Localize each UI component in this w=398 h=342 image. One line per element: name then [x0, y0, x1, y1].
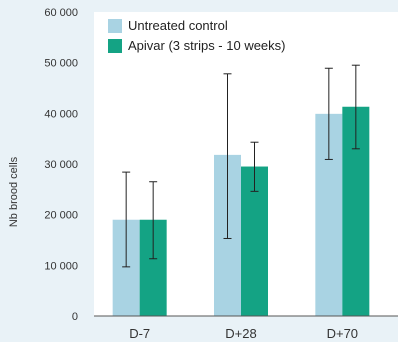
x-tick-label: D-7	[129, 326, 150, 341]
legend-swatch	[108, 19, 122, 33]
legend-label: Untreated control	[128, 18, 228, 33]
y-axis-ticks: 0 10 000 20 000 30 000 40 000 50 000 60 000	[44, 7, 78, 323]
x-axis-ticks: D-7 D+28 D+70	[129, 326, 358, 341]
legend-label: Apivar (3 strips - 10 weeks)	[128, 38, 286, 53]
y-tick-label: 30 000	[44, 159, 78, 171]
legend: Untreated control Apivar (3 strips - 10 w…	[108, 18, 286, 53]
y-tick-label: 0	[72, 311, 78, 323]
x-tick-label: D+70	[327, 326, 358, 341]
y-tick-label: 50 000	[44, 58, 78, 70]
y-tick-label: 10 000	[44, 260, 78, 272]
x-tick-label: D+28	[225, 326, 256, 341]
y-tick-label: 60 000	[44, 7, 78, 19]
y-tick-label: 20 000	[44, 210, 78, 222]
y-tick-label: 40 000	[44, 108, 78, 120]
legend-swatch	[108, 39, 122, 53]
error-bars	[122, 64, 360, 268]
y-axis-label: Nb brood cells	[8, 156, 20, 227]
